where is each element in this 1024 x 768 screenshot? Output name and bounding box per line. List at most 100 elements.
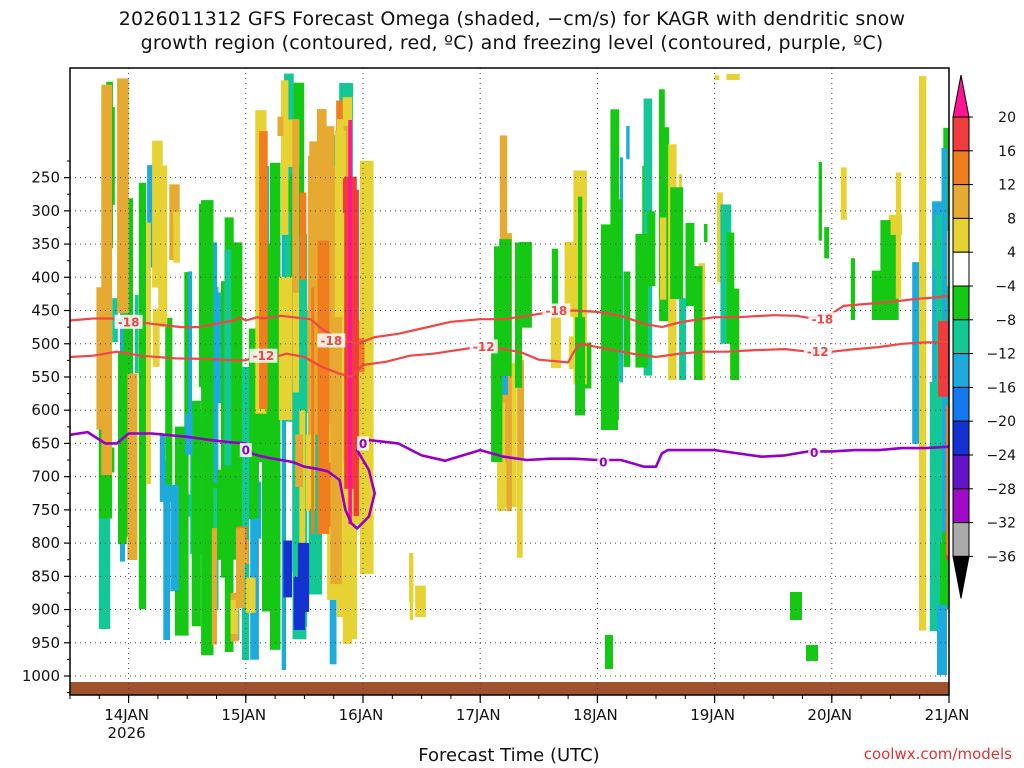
colorbar-label: −12 [986, 347, 1016, 363]
omega-cell [491, 349, 503, 462]
omega-cell [493, 278, 503, 326]
colorbar-band [952, 454, 970, 490]
omega-cell [138, 182, 147, 610]
omega-cell [217, 480, 224, 560]
omega-cell [330, 317, 342, 585]
omega-cell [305, 434, 316, 511]
contour-dgz-minus18 [70, 294, 949, 345]
contour-label: -12 [473, 340, 495, 354]
y-tick-label: 750 [31, 501, 60, 519]
y-axis: 250 300 350 400 450 500 550 600 650 700 750 800 850 9… [22, 160, 70, 694]
omega-cell [679, 298, 687, 380]
colorbar-band [952, 420, 970, 456]
colorbar-band [952, 285, 970, 321]
y-tick-label: 500 [31, 335, 60, 353]
omega-cell [270, 162, 281, 650]
omega-cell [717, 192, 723, 283]
contour-label-bg [803, 344, 832, 359]
omega-cell [127, 373, 138, 560]
omega-cell [568, 336, 575, 370]
omega-cell [929, 381, 941, 631]
omega-cell [714, 75, 720, 80]
colorbar-band [952, 353, 970, 388]
x-tick-label: 16JAN [339, 706, 384, 724]
omega-cell [211, 528, 217, 645]
omega-cell [726, 232, 735, 344]
omega-cell [703, 224, 708, 242]
contour-label: -18 [118, 315, 140, 329]
colorbar-label: 12 [998, 178, 1016, 194]
omega-cell [685, 222, 695, 306]
y-tick-label: 600 [31, 401, 60, 419]
omega-cell [635, 233, 648, 368]
omega-cell [293, 577, 306, 630]
omega-cell [946, 405, 949, 556]
colorbar-label: −36 [986, 549, 1016, 565]
contour-label: 0 [242, 444, 250, 458]
omega-cell [607, 250, 619, 430]
colorbar-label: −24 [986, 448, 1016, 464]
omega-cell [201, 200, 214, 656]
colorbar-band [952, 116, 970, 152]
y-tick-label: 700 [31, 468, 60, 486]
omega-cell [123, 198, 133, 537]
contour-label: -18 [546, 304, 568, 318]
colorbar: 20 16 12 8 4 −4 −8 −12 −16 −20 −24 −28 −32 −36 [952, 74, 1016, 599]
contour-label-bg [542, 303, 571, 318]
omega-cell [231, 242, 243, 560]
omega-cell [720, 204, 732, 344]
colorbar-label: −16 [986, 380, 1016, 396]
omega-cell [284, 73, 294, 422]
contour-label: -18 [321, 334, 343, 348]
omega-cell [235, 528, 245, 609]
omega-cell [292, 293, 299, 393]
omega-cell [670, 187, 684, 299]
chart-title-line-2: growth region (contoured, red, ºC) and f… [140, 32, 884, 54]
omega-cell [170, 484, 179, 591]
contour-label-bg [249, 348, 278, 363]
x-tick-label: 19JAN [690, 706, 735, 724]
omega-cell [334, 130, 346, 412]
colorbar-label: −32 [986, 516, 1016, 532]
x-tick-label: 18JAN [573, 706, 618, 724]
omega-cell [262, 243, 274, 612]
omega-cell [499, 239, 512, 376]
omega-cell [626, 125, 630, 159]
omega-cell [818, 161, 822, 241]
colorbar-band [952, 488, 970, 524]
omega-cell [937, 605, 947, 675]
contour-dgz-minus12 [70, 341, 949, 379]
omega-cell [278, 276, 293, 420]
omega-cell [551, 314, 561, 369]
omega-cell [730, 288, 740, 380]
x-tick-label: 17JAN [456, 706, 501, 724]
terrain-ground [70, 682, 949, 695]
omega-cell [224, 419, 234, 652]
omega-cell [578, 196, 583, 409]
colorbar-top-arrow [952, 74, 970, 118]
omega-cell [353, 189, 359, 517]
omega-cell [551, 248, 559, 338]
contour-label-bg [114, 314, 143, 329]
omega-cell [147, 165, 157, 268]
omega-cell [283, 540, 292, 598]
colorbar-band [952, 184, 970, 219]
omega-cell [295, 434, 304, 487]
omega-cell [694, 266, 703, 380]
omega-cell [311, 287, 315, 534]
colorbar-bottom-arrow [952, 555, 970, 599]
omega-cell [146, 222, 151, 485]
colorbar-label: −28 [986, 482, 1016, 498]
omega-cell [118, 352, 127, 545]
omega-cell [647, 211, 656, 287]
y-tick-label: 850 [31, 567, 60, 585]
credit-link[interactable]: coolwx.com/models [863, 745, 1012, 763]
contour-label: 0 [599, 456, 607, 470]
omega-cell [134, 295, 139, 373]
omega-cell [96, 287, 105, 430]
y-tick-label: 450 [31, 302, 60, 320]
colorbar-band [952, 217, 970, 253]
omega-cell [517, 360, 524, 458]
x-axis-label: Forecast Time (UTC) [418, 745, 600, 766]
omega-shading [96, 73, 949, 675]
